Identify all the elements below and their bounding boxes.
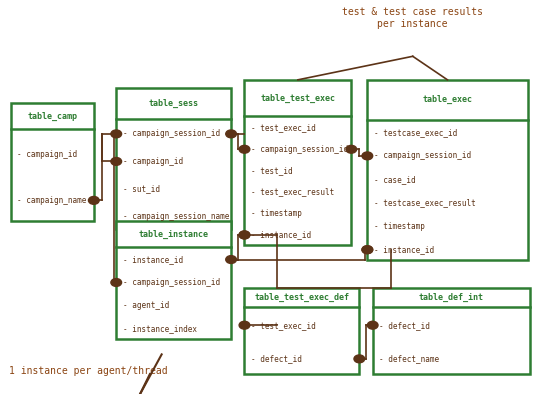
Text: table_sess: table_sess [149,99,199,108]
Text: - instance_id: - instance_id [251,230,311,239]
Text: - defect_id: - defect_id [251,354,302,363]
Text: table_exec: table_exec [423,95,473,104]
Bar [116,221,231,339]
Text: - campaign_id: - campaign_id [17,150,77,159]
Text: table_test_exec_def: table_test_exec_def [255,293,350,302]
Circle shape [362,246,373,254]
Text: - test_exec_id: - test_exec_id [251,123,316,132]
Circle shape [111,278,121,286]
Text: - campaign_id: - campaign_id [122,157,183,166]
Text: table_camp: table_camp [27,112,77,121]
Circle shape [362,246,373,254]
Circle shape [239,321,250,329]
Text: - campaign_session_id: - campaign_session_id [251,145,348,154]
Text: - campaign_session_name: - campaign_session_name [122,212,229,221]
Text: - campaign_session_id: - campaign_session_id [122,130,220,138]
Bar [244,80,351,245]
Bar [373,288,530,374]
Circle shape [239,231,250,239]
Circle shape [362,152,373,160]
Circle shape [89,196,99,204]
Text: table_test_exec: table_test_exec [260,93,336,103]
Text: - instance_id: - instance_id [374,245,434,254]
Text: - sut_id: - sut_id [122,184,159,194]
Text: test & test case results
per instance: test & test case results per instance [342,7,483,29]
Circle shape [239,145,250,153]
Bar [367,80,527,260]
Text: - timestamp: - timestamp [374,222,425,231]
Text: - campaign_name: - campaign_name [17,196,87,205]
Text: - test_exec_id: - test_exec_id [251,321,316,330]
Circle shape [111,158,121,166]
Circle shape [226,256,236,263]
Text: - campaign_session_id: - campaign_session_id [374,151,471,160]
Text: - testcase_exec_id: - testcase_exec_id [374,128,457,137]
Text: - defect_name: - defect_name [379,354,439,363]
Text: - case_id: - case_id [374,175,415,184]
Text: - defect_id: - defect_id [379,321,430,330]
Text: - instance_id: - instance_id [122,255,183,264]
Circle shape [226,130,236,138]
Circle shape [239,231,250,239]
Text: table_instance: table_instance [139,229,209,239]
Text: table_def_int: table_def_int [419,293,484,302]
Text: - test_id: - test_id [251,166,293,175]
Circle shape [346,145,357,153]
Bar [116,88,231,229]
Text: 1 instance per agent/thread: 1 instance per agent/thread [10,366,168,376]
Text: - instance_index: - instance_index [122,324,197,333]
Circle shape [367,321,378,329]
Text: - timestamp: - timestamp [251,209,302,218]
Bar [11,103,94,221]
Text: - testcase_exec_result: - testcase_exec_result [374,198,475,207]
Text: - campaign_session_id: - campaign_session_id [122,278,220,287]
Text: - test_exec_result: - test_exec_result [251,188,334,197]
Text: - agent_id: - agent_id [122,301,169,310]
Circle shape [354,355,365,363]
Bar [244,288,359,374]
Circle shape [111,130,121,138]
